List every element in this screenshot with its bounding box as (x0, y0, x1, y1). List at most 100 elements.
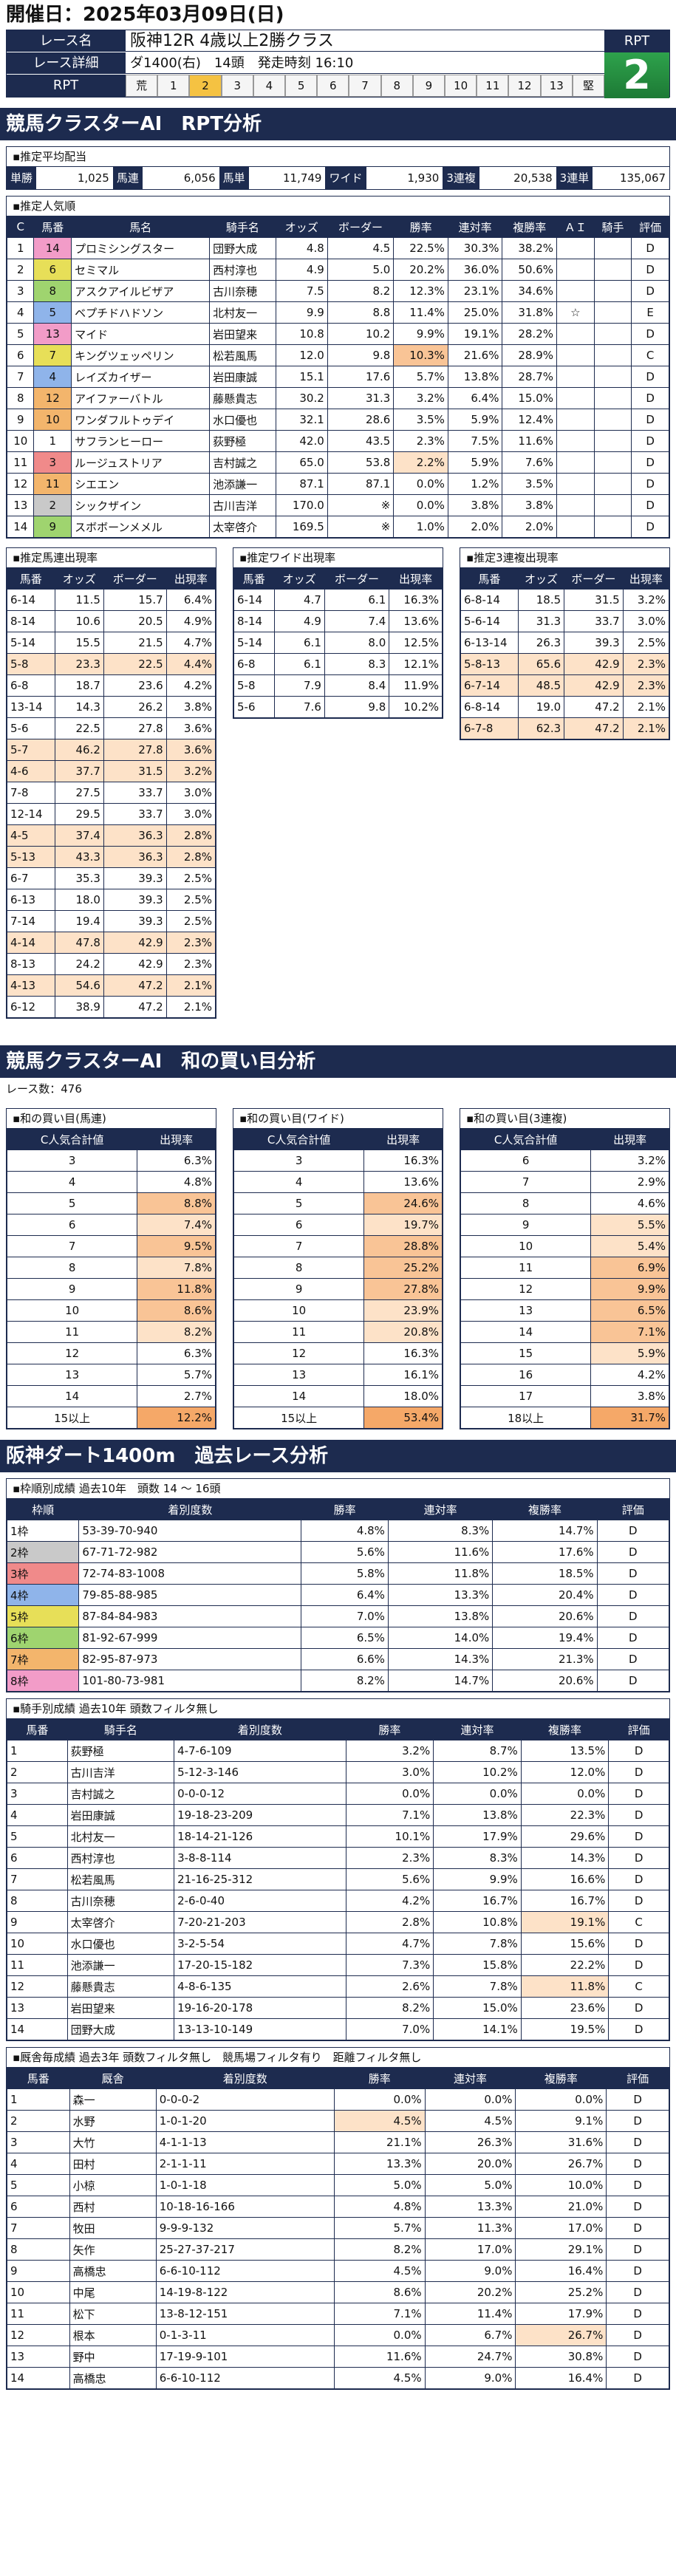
record-cell: 荻野極 (66, 1740, 175, 1762)
sum-key: 12 (6, 1342, 138, 1364)
popularity-cell: 22.5% (393, 237, 448, 259)
record-header: 連対率 (433, 1718, 522, 1740)
popularity-header: 馬名 (71, 216, 211, 238)
record-cell: 9-9-9-132 (155, 2217, 335, 2239)
record-row: 12 藤懸貴志 4-8-6-135 2.6% 7.8% 11.8% C (7, 1975, 669, 1998)
sum-value: 24.6% (363, 1192, 443, 1214)
sum-key: 16 (460, 1364, 592, 1386)
wide-title: ▪推定ワイド出現率 (239, 551, 336, 564)
combo-header: ボーダー (564, 567, 624, 590)
popularity-cell (556, 366, 595, 388)
race-name-label: レース名 (7, 30, 125, 52)
record-cell: 24.7% (424, 2346, 516, 2368)
jockey-table: 馬番 騎手名 着別度数 勝率 連対率 複勝率 評価 1 荻野極 4-7-6-109 3.2% 8.7%… (7, 1718, 669, 2040)
record-cell: 79-85-88-985 (78, 1584, 302, 1606)
sum-key: 7 (233, 1235, 365, 1257)
combo-cell: 29.5 (54, 803, 104, 825)
combo-header: オッズ (273, 567, 325, 590)
record-row: 10 中尾 14-19-8-122 8.6% 20.2% 25.2% D (7, 2281, 669, 2303)
rpt-scale-cell: 13 (540, 75, 573, 97)
sum-key: 17 (460, 1385, 592, 1407)
race-course: ダ1400(右) (130, 55, 201, 71)
combo-header: 馬番 (233, 567, 275, 590)
record-row: 9 高橋忠 6-6-10-112 4.5% 9.0% 16.4% D (7, 2260, 669, 2282)
combo-header: 出現率 (622, 567, 670, 590)
sum-key: 4 (6, 1171, 138, 1193)
sum-row: 7 28.8% (233, 1235, 443, 1257)
popularity-cell: 15.1 (275, 366, 328, 388)
popularity-cell: 5.9% (447, 409, 503, 431)
rpt-scale-cell: 6 (317, 75, 349, 97)
combo-header: 馬番 (460, 567, 519, 590)
popularity-cell: 岩田康誠 (209, 366, 276, 388)
record-cell: 高橋忠 (69, 2367, 157, 2389)
record-cell: 17.6% (492, 1541, 598, 1563)
popularity-cell: 10.2 (327, 323, 395, 345)
record-cell: 13.3% (387, 1584, 494, 1606)
sum-row: 5 24.6% (233, 1192, 443, 1214)
combo-cell: 5-8 (233, 674, 275, 697)
rpt-scale-cell: 1 (157, 75, 190, 97)
sum-row: 12 6.3% (6, 1342, 216, 1364)
combo-row: 5-8-13 65.6 42.9 2.3% (460, 653, 670, 675)
record-cell: 17-20-15-182 (174, 1954, 346, 1976)
combo-cell: 5-14 (7, 632, 55, 654)
record-row: 13 岩田望来 19-16-20-178 8.2% 15.0% 23.6% D (7, 1997, 669, 2019)
popularity-cell: D (631, 323, 669, 345)
popularity-cell: 6 (6, 344, 35, 366)
record-cell: 北村友一 (66, 1825, 175, 1848)
record-row: 6枠 81-92-67-999 6.5% 14.0% 19.4% D (6, 1627, 670, 1649)
sum-key: 10 (233, 1299, 365, 1322)
popularity-cell: 13.8% (447, 366, 503, 388)
combo-header: 出現率 (165, 567, 216, 590)
popularity-header: ボーダー (327, 216, 395, 238)
record-cell: 8 (7, 1890, 68, 1912)
combo-cell: 2.5% (622, 632, 670, 654)
combo-cell: 4.9% (165, 610, 216, 632)
sum-row: 7 2.9% (460, 1171, 669, 1193)
popularity-header: C (6, 216, 35, 238)
combo-cell: 27.8 (103, 739, 167, 761)
record-row: 11 松下 13-8-12-151 7.1% 11.4% 17.9% D (7, 2303, 669, 2325)
popularity-cell (556, 451, 595, 474)
popularity-cell: 4.9 (275, 259, 328, 281)
record-cell: 7.8% (433, 1975, 522, 1998)
record-row: 7枠 82-95-87-973 6.6% 14.3% 21.3% D (6, 1648, 670, 1670)
popularity-cell: 5.9% (447, 451, 503, 474)
popularity-cell: D (631, 259, 669, 281)
sum-value: 18.0% (363, 1385, 443, 1407)
popularity-cell: 25.0% (447, 301, 503, 324)
record-cell: 11.4% (424, 2303, 516, 2325)
sum-key: 14 (233, 1385, 365, 1407)
popularity-cell: アイファーバトル (71, 387, 211, 409)
record-cell: D (606, 2217, 669, 2239)
sum-value: 3.8% (590, 1385, 669, 1407)
record-cell: 2-6-0-40 (174, 1890, 346, 1912)
section-course-analysis: 阪神ダート1400m 過去レース分析 (0, 1440, 676, 1472)
record-cell: D (596, 1627, 670, 1649)
record-cell: D (608, 2018, 669, 2040)
popularity-cell: ルージュストリア (71, 451, 211, 474)
popularity-cell: ※ (327, 494, 395, 516)
combo-cell: 12-14 (7, 803, 55, 825)
trainer-title: ▪厩舎毎成績 過去3年 頭数フィルタ無し 競馬場フィルタ有り 距離フィルタ無し (13, 2051, 422, 2064)
combo-cell: 15.7 (103, 589, 167, 611)
record-cell: 13 (7, 1997, 68, 2019)
combo-cell: 8.4 (324, 674, 390, 697)
rpt-scale-cell: 9 (412, 75, 445, 97)
record-cell: 9.0% (424, 2367, 516, 2389)
combo-cell: 5-8-13 (460, 653, 519, 675)
record-row: 8 矢作 25-27-37-217 8.2% 17.0% 29.1% D (7, 2238, 669, 2261)
sum-key: 14 (6, 1385, 138, 1407)
combo-row: 7-14 19.4 39.3 2.5% (7, 910, 216, 932)
record-cell: 4枠 (6, 1584, 80, 1606)
popularity-cell (593, 430, 632, 452)
record-row: 7 牧田 9-9-9-132 5.7% 11.3% 17.0% D (7, 2217, 669, 2239)
combo-cell: 2.3% (165, 953, 216, 975)
record-header: 連対率 (424, 2067, 516, 2089)
popularity-cell (593, 323, 632, 345)
popularity-cell (593, 494, 632, 516)
record-cell: 15.6% (520, 1933, 610, 1955)
record-cell: C (608, 1911, 669, 1933)
wide-table: 馬番 オッズ ボーダー 出現率 6-14 4.7 6.1 16.3% 8-14 4.9 7.4 13.… (233, 567, 443, 718)
